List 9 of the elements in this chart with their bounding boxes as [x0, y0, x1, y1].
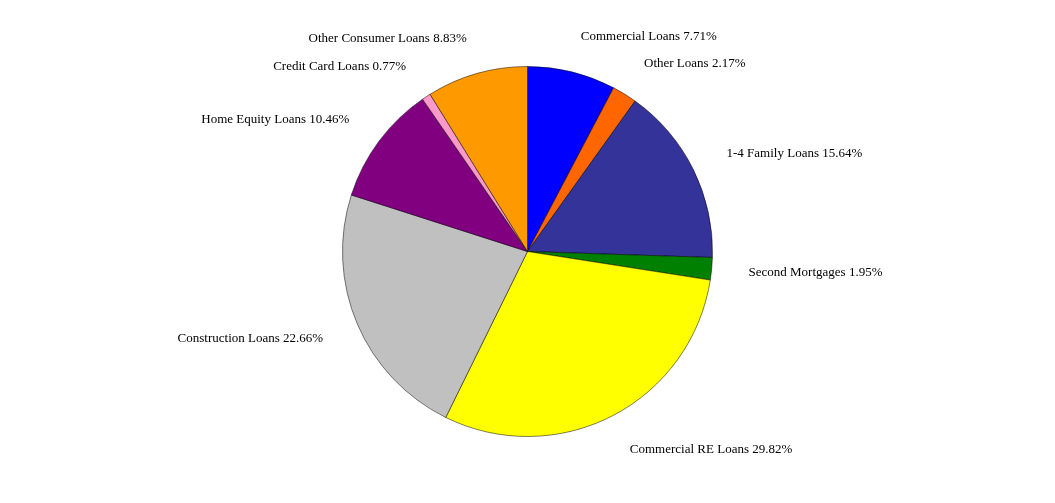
slice-label: Commercial RE Loans 29.82% [629, 440, 793, 456]
slice-label: Home Equity Loans 10.46% [201, 111, 350, 127]
slice-label: 1-4 Family Loans 15.64% [726, 145, 863, 161]
slice-label: Second Mortgages 1.95% [748, 264, 883, 280]
slice-label: Construction Loans 22.66% [177, 330, 324, 346]
slice-label: Credit Card Loans 0.77% [273, 57, 407, 73]
slice-label: Other Loans 2.17% [644, 54, 746, 70]
slice-label: Other Consumer Loans 8.83% [308, 29, 467, 45]
slice-label: Commercial Loans 7.71% [580, 27, 718, 43]
